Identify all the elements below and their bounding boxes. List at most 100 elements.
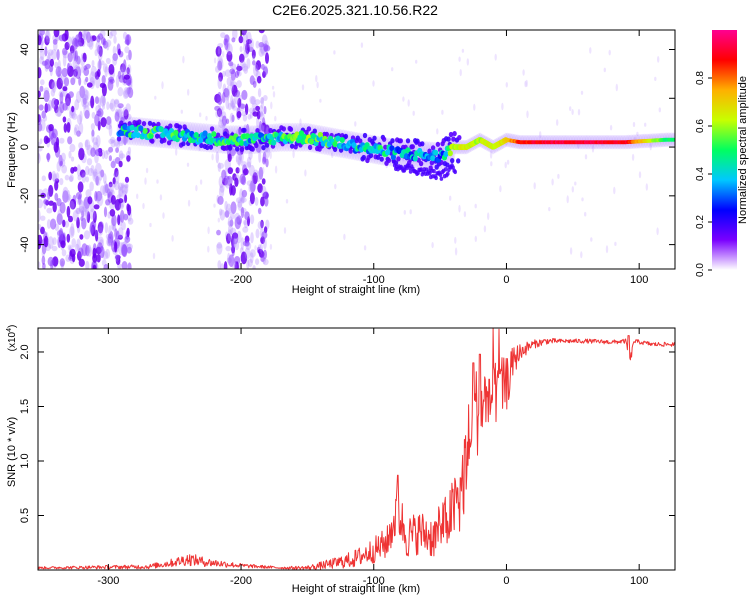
spectrogram-noise-mark — [55, 66, 62, 78]
spectrogram-noise-mark — [85, 189, 92, 198]
spectrogram-noise-mark — [51, 245, 58, 252]
spectrogram-noise-mark — [571, 186, 574, 193]
spectrogram-noise-mark — [261, 185, 267, 198]
spectrogram-noise-mark — [522, 69, 525, 76]
spectrogram-noise-mark — [102, 40, 109, 49]
spectrogram-ridge-mark — [254, 142, 259, 149]
spectrogram-noise-mark — [39, 138, 43, 145]
spectrogram-noise-mark — [95, 176, 101, 187]
spectrogram-noise-mark — [69, 198, 77, 210]
spectrogram-noise-mark — [354, 121, 357, 127]
spectrogram-noise-mark — [81, 96, 85, 108]
spectrogram-ridge-core — [244, 133, 250, 140]
spectrogram-noise-mark — [614, 241, 617, 246]
spectrogram-noise-mark — [124, 176, 130, 183]
spectrogram-noise-mark — [98, 170, 103, 181]
spectrogram-noise-mark — [236, 154, 242, 165]
spectrogram-noise-mark — [263, 105, 267, 115]
spectrogram-noise-mark — [292, 150, 295, 159]
spectrogram-noise-mark — [82, 199, 88, 213]
spectrogram-noise-mark — [113, 180, 120, 191]
spectrogram-noise-mark — [224, 38, 229, 51]
spectrogram-noise-mark — [116, 194, 122, 200]
spectrogram-noise-mark — [83, 89, 90, 101]
spectrogram-noise-mark — [265, 52, 269, 64]
spectrogram-ridge-core — [142, 128, 148, 134]
spectrogram-noise-mark — [76, 198, 83, 206]
spectrogram-noise-mark — [241, 190, 245, 204]
spectrogram-noise-mark — [489, 151, 493, 159]
spectrogram-noise-mark — [144, 177, 147, 185]
spectrogram-noise-mark — [94, 149, 102, 156]
spectrogram-noise-mark — [92, 171, 99, 182]
spectrogram-noise-mark — [127, 87, 134, 99]
spectrogram-noise-mark — [78, 76, 82, 86]
spectrogram-noise-mark — [232, 30, 238, 40]
spectrogram-noise-mark — [81, 243, 88, 257]
spectrogram-noise-mark — [74, 66, 82, 79]
spectrogram-noise-mark — [504, 161, 507, 169]
spectrogram-ridge-mark — [448, 131, 454, 138]
spectrogram-noise-mark — [249, 249, 256, 258]
spectrogram-noise-mark — [79, 110, 83, 123]
spectrogram-noise-mark — [264, 197, 269, 207]
spectrogram-noise-mark — [240, 206, 245, 218]
spectrogram-noise-mark — [59, 178, 64, 186]
spectrogram-noise-mark — [85, 202, 90, 215]
spectrogram-noise-mark — [53, 30, 60, 38]
spectrogram-noise-mark — [237, 156, 241, 167]
spectrogram-noise-mark — [89, 181, 94, 192]
spectrogram-noise-mark — [52, 39, 58, 45]
spectrogram-noise-mark — [240, 251, 248, 265]
spectrogram-noise-mark — [454, 247, 458, 256]
spectrogram-noise-mark — [333, 50, 336, 55]
spectrogram-noise-mark — [152, 252, 156, 260]
spectrogram-noise-mark — [216, 241, 223, 255]
spectrogram-noise-mark — [100, 117, 107, 128]
spectrogram-noise-mark — [557, 173, 560, 179]
spectrogram-ridge-core — [158, 126, 164, 133]
spectrogram-noise-mark — [67, 36, 72, 47]
spectrogram-noise-mark — [230, 100, 235, 110]
spectrogram-noise-mark — [70, 156, 75, 162]
spectrogram-noise-mark — [98, 97, 102, 110]
spectrogram-noise-mark — [47, 191, 51, 200]
spectrogram-noise-mark — [105, 248, 111, 259]
spectrogram-ridge-mark — [446, 136, 451, 142]
spectrogram-noise-mark — [85, 260, 90, 269]
spectrogram-noise-mark — [274, 115, 277, 122]
spectrogram-noise-mark — [50, 218, 57, 230]
spectrogram-noise-mark — [227, 220, 232, 227]
spectrogram-noise-mark — [102, 103, 105, 110]
spectrogram-noise-mark — [402, 96, 405, 102]
spectrogram-noise-mark — [524, 80, 527, 88]
spectrogram-noise-mark — [266, 127, 269, 134]
spectrogram-noise-mark — [70, 167, 75, 174]
spectrogram-noise-mark — [224, 179, 232, 189]
spectrogram-noise-mark — [436, 128, 439, 135]
spectrogram-ridge-mark — [324, 131, 329, 137]
spectrogram-noise-mark — [243, 49, 249, 58]
spectrogram-noise-mark — [120, 184, 126, 193]
spectrogram-noise-mark — [73, 49, 77, 62]
spectrogram-noise-mark — [285, 199, 289, 204]
spectrogram-ridge-mark — [147, 120, 153, 126]
spectrogram-noise-mark — [46, 152, 50, 163]
spectrogram-noise-mark — [120, 209, 125, 223]
spectrogram-noise-mark — [230, 69, 236, 81]
spectrogram-noise-mark — [260, 196, 265, 207]
spectrogram-noise-mark — [105, 57, 111, 65]
spectrogram-noise-mark — [83, 30, 89, 36]
spectrogram-noise-mark — [644, 122, 647, 127]
spectrogram-noise-mark — [228, 224, 233, 235]
spectrogram-noise-mark — [247, 216, 250, 227]
spectrogram-noise-mark — [123, 213, 129, 221]
spectrogram-noise-mark — [62, 86, 68, 92]
spectrogram-ridge-mark — [227, 145, 233, 151]
spectrogram-noise-mark — [571, 109, 574, 115]
spectrogram-noise-mark — [216, 243, 223, 249]
spectrogram-noise-mark — [66, 62, 71, 73]
spectrogram-noise-mark — [61, 67, 68, 78]
spectrogram-noise-mark — [249, 95, 255, 105]
